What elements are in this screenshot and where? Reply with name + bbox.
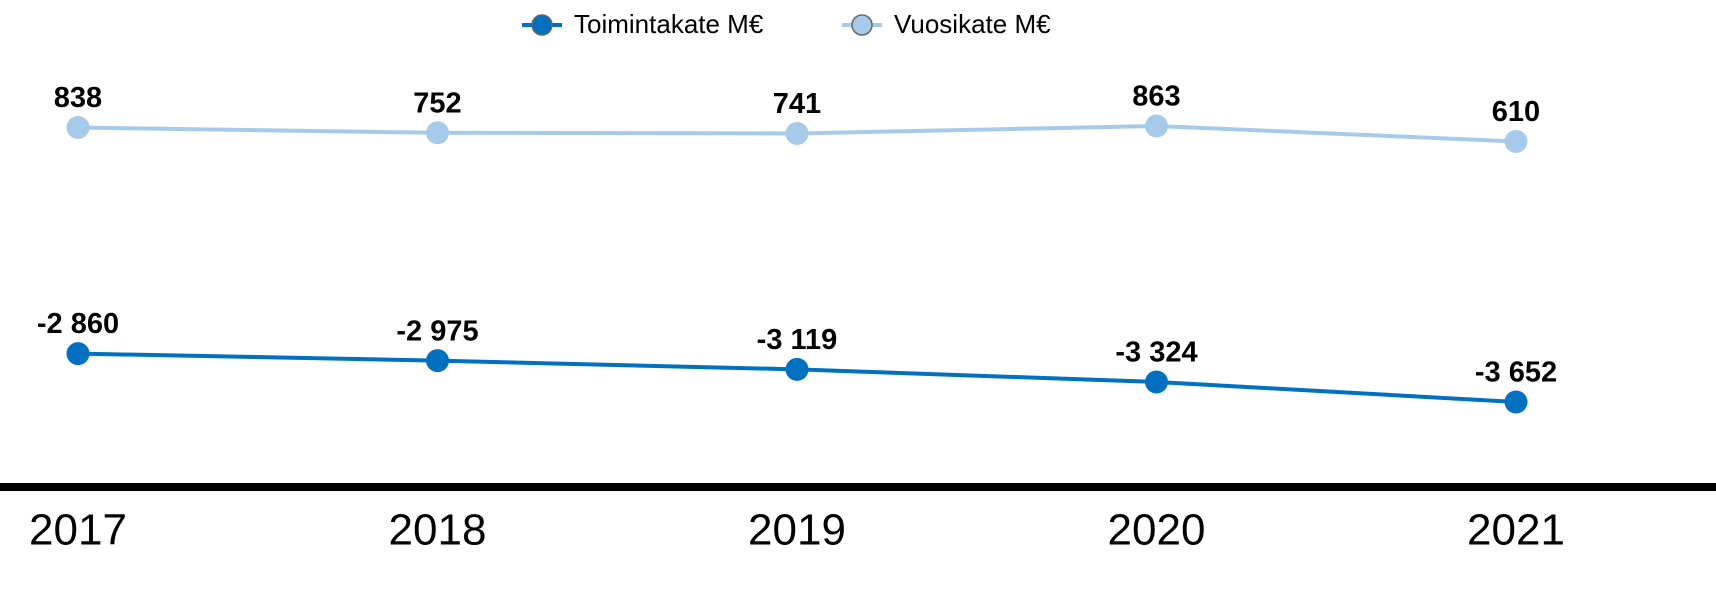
x-axis-line <box>0 483 1716 491</box>
x-tick-label: 2017 <box>29 506 127 555</box>
data-point <box>785 357 809 381</box>
data-label: 752 <box>413 87 461 119</box>
x-tick-label: 2019 <box>748 506 846 555</box>
data-label: -2 975 <box>396 315 478 347</box>
data-point <box>1504 129 1528 153</box>
x-tick-label: 2018 <box>389 506 487 555</box>
data-point <box>1504 390 1528 414</box>
data-point <box>66 116 90 140</box>
data-label: -3 324 <box>1115 337 1197 369</box>
data-label: -3 652 <box>1475 357 1557 389</box>
x-tick-label: 2020 <box>1108 506 1206 555</box>
data-label: 863 <box>1132 81 1180 113</box>
data-label: 838 <box>54 82 102 114</box>
data-point <box>785 121 809 145</box>
data-point <box>1145 370 1168 394</box>
data-point <box>426 349 449 373</box>
data-point <box>66 342 90 366</box>
data-label: 610 <box>1492 96 1540 128</box>
legend-marker <box>851 14 873 36</box>
x-tick-label: 2021 <box>1467 506 1565 555</box>
data-label: -2 860 <box>37 308 119 340</box>
data-point <box>426 121 449 145</box>
data-label: 741 <box>773 88 821 120</box>
data-label: -3 119 <box>757 324 838 356</box>
legend-marker <box>531 14 553 36</box>
data-point <box>1145 114 1168 138</box>
legend-label: Vuosikate M€ <box>894 9 1051 39</box>
legend-label: Toimintakate M€ <box>574 9 764 39</box>
